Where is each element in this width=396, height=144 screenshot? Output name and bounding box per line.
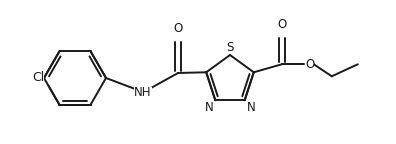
Text: Cl: Cl	[32, 71, 44, 84]
Text: N: N	[205, 101, 213, 114]
Text: O: O	[277, 18, 286, 31]
Text: N: N	[247, 101, 255, 114]
Text: O: O	[173, 22, 183, 35]
Text: O: O	[305, 58, 314, 71]
Text: NH: NH	[134, 87, 152, 100]
Text: S: S	[226, 41, 234, 54]
